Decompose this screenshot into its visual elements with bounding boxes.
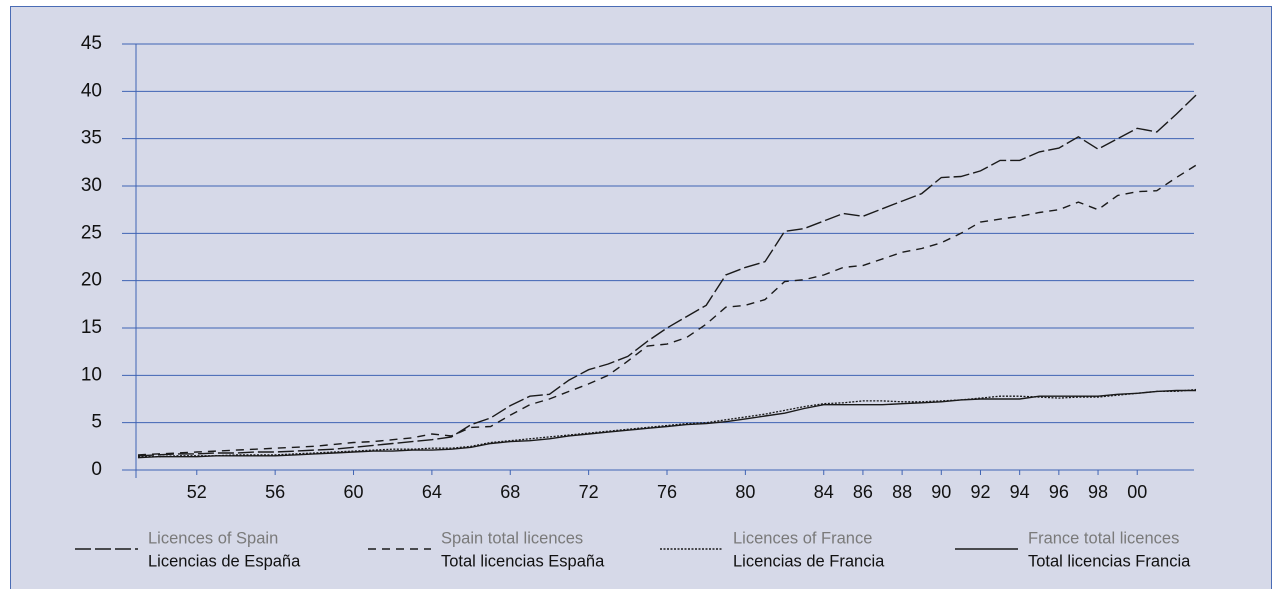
x-tick-label: 80 <box>735 482 755 502</box>
x-tick-label: 98 <box>1088 482 1108 502</box>
x-tick-label: 72 <box>579 482 599 502</box>
y-tick-label: 25 <box>81 222 102 243</box>
legend-label: Total licencias España <box>441 552 605 570</box>
x-tick-label: 00 <box>1127 482 1147 502</box>
y-tick-label: 10 <box>81 364 102 385</box>
x-tick-label: 68 <box>500 482 520 502</box>
legend-label: Licencias de España <box>148 552 301 570</box>
x-tick-label: 52 <box>187 482 207 502</box>
x-tick-label: 64 <box>422 482 442 502</box>
series-line <box>138 388 1197 458</box>
legend-label: Spain total licences <box>441 529 583 547</box>
legend-label: France total licences <box>1028 529 1179 547</box>
y-tick-label: 35 <box>81 128 102 149</box>
frame <box>10 6 1272 589</box>
y-tick-label: 45 <box>81 33 102 54</box>
y-tick-label: 5 <box>91 412 102 433</box>
x-tick-label: 56 <box>265 482 285 502</box>
x-tick-label: 90 <box>931 482 951 502</box>
x-tick-label: 92 <box>970 482 990 502</box>
y-tick-label: 20 <box>81 270 102 291</box>
y-tick-label: 15 <box>81 317 102 338</box>
x-tick-label: 96 <box>1049 482 1069 502</box>
x-tick-label: 94 <box>1010 482 1030 502</box>
y-tick-label: 0 <box>91 459 102 480</box>
chart-background <box>10 6 1272 589</box>
legend-label: Licencias de Francia <box>733 552 885 570</box>
legend-label: Total licencias Francia <box>1028 552 1191 570</box>
x-tick-label: 88 <box>892 482 912 502</box>
x-tick-label: 86 <box>853 482 873 502</box>
y-tick-label: 40 <box>81 80 102 101</box>
x-tick-label: 76 <box>657 482 677 502</box>
y-tick-label: 30 <box>81 175 102 196</box>
series-line <box>137 389 1196 459</box>
series-line <box>137 164 1197 456</box>
x-tick-label: 60 <box>344 482 364 502</box>
legend-label: Licences of Spain <box>148 529 278 547</box>
series-line <box>137 94 1197 457</box>
legend-label: Licences of France <box>733 529 872 547</box>
x-tick-label: 84 <box>814 482 834 502</box>
